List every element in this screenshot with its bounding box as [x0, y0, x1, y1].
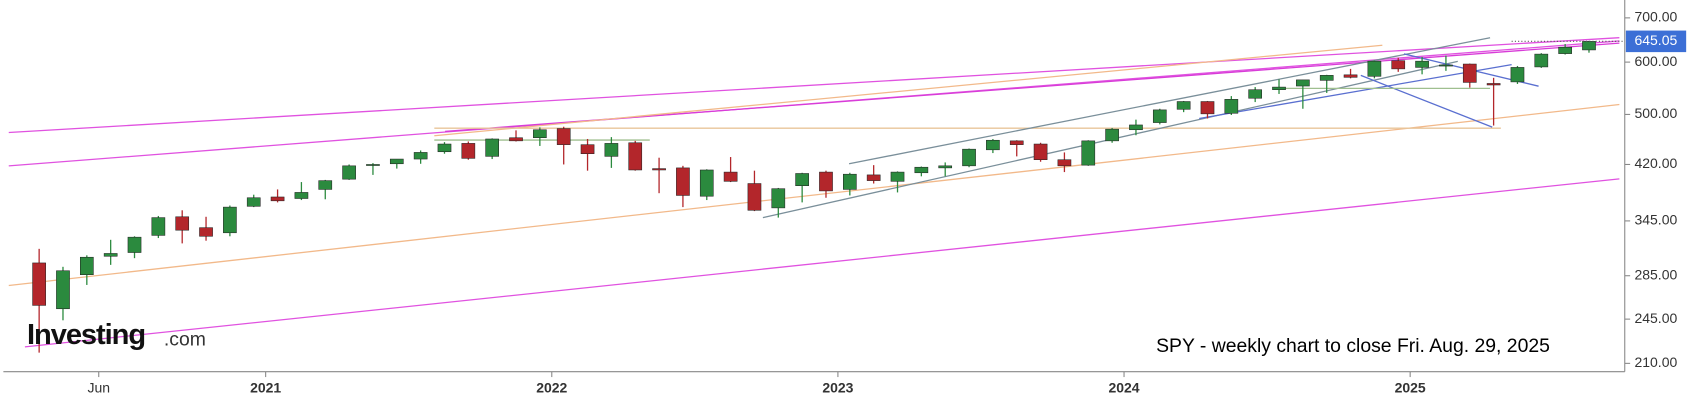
- trendline: [434, 44, 1383, 137]
- candle-body: [1152, 109, 1167, 123]
- candle-body: [437, 143, 452, 153]
- candle-body: [294, 192, 309, 199]
- candle-body: [699, 169, 714, 197]
- y-tick-label: 600.00: [1634, 53, 1677, 69]
- candle-body: [1224, 99, 1239, 114]
- candle-body: [413, 152, 428, 160]
- candle-body: [914, 166, 929, 174]
- y-tick-label: 500.00: [1634, 105, 1677, 121]
- candle-body: [747, 183, 762, 211]
- candle-body: [1105, 128, 1119, 142]
- logo: Investing: [27, 319, 145, 351]
- candle-body: [127, 236, 142, 253]
- candle-body: [556, 128, 571, 145]
- y-tick-label: 285.00: [1634, 266, 1677, 282]
- last-price-box: [1625, 30, 1687, 53]
- trendlines: [8, 37, 1620, 348]
- x-tick-label: 2023: [822, 380, 853, 396]
- x-tick-label: 2024: [1108, 380, 1139, 396]
- candle-body: [1415, 60, 1429, 68]
- candle-body: [533, 129, 547, 139]
- candle-body: [175, 216, 190, 231]
- candle-body: [1272, 86, 1286, 90]
- trendline: [24, 178, 1620, 348]
- candle-body: [604, 143, 619, 157]
- candle-body: [342, 165, 356, 180]
- candle-body: [1176, 101, 1191, 110]
- candle-body: [986, 139, 1000, 151]
- candle-body: [389, 158, 404, 165]
- trendline: [8, 37, 1620, 134]
- candle-body: [652, 168, 666, 171]
- candle-body: [32, 262, 46, 306]
- x-tick-label: 2021: [250, 380, 281, 396]
- candle-body: [79, 256, 94, 275]
- candle-body: [151, 217, 166, 236]
- last-price-label: 645.05: [1634, 32, 1677, 48]
- candle-body: [318, 180, 333, 190]
- candle-body: [223, 206, 237, 234]
- candle-body: [843, 173, 857, 190]
- x-tick-label: 2025: [1395, 380, 1426, 396]
- y-tick-label: 420.00: [1634, 155, 1677, 171]
- candle-body: [1558, 46, 1572, 54]
- candle-body: [1582, 41, 1596, 51]
- candle-body: [795, 173, 809, 186]
- candle-body: [1200, 101, 1215, 115]
- y-tick-label: 210.00: [1634, 354, 1677, 370]
- candle-body: [1296, 79, 1310, 87]
- candle-body: [771, 188, 786, 209]
- candle-body: [270, 196, 285, 202]
- candle-body: [1033, 143, 1048, 160]
- candle-body: [1248, 89, 1263, 99]
- trendline: [1199, 64, 1512, 120]
- x-tick-label: 2022: [536, 380, 567, 396]
- candle-body: [819, 171, 833, 192]
- candle-body: [866, 174, 881, 181]
- candle-body: [1510, 67, 1525, 83]
- candle-body: [628, 142, 643, 171]
- x-tick-label: Jun: [87, 380, 110, 396]
- candle-body: [580, 144, 595, 155]
- background: [3, 0, 1693, 404]
- trendline: [848, 37, 1491, 165]
- candle-body: [1486, 83, 1501, 86]
- candle-body: [1009, 140, 1024, 145]
- candle-body: [676, 167, 690, 196]
- candle-body: [1129, 124, 1143, 131]
- candle-body: [1367, 60, 1382, 77]
- candle-body: [1319, 75, 1334, 81]
- annotation: SPY - weekly chart to close Fri. Aug. 29…: [1156, 335, 1550, 357]
- candle-body: [938, 165, 953, 169]
- candle-body: [1057, 159, 1072, 167]
- logo-suffix: .com: [164, 329, 206, 351]
- candle-body: [485, 138, 499, 157]
- y-tick-label: 700.00: [1634, 9, 1677, 25]
- candle-body: [890, 171, 905, 182]
- candle-body: [1439, 64, 1453, 67]
- candle-body: [962, 148, 976, 167]
- candle-body: [509, 137, 523, 142]
- trendline: [1360, 74, 1493, 128]
- trendline: [445, 42, 1620, 133]
- candle-body: [723, 171, 738, 182]
- candle-body: [366, 164, 380, 166]
- trendline: [8, 103, 1620, 287]
- candle-body: [461, 143, 476, 159]
- candle-body: [56, 270, 70, 310]
- y-tick-label: 245.00: [1634, 310, 1677, 326]
- candle-body: [1081, 140, 1096, 166]
- candle-body: [1462, 63, 1477, 83]
- candles: [32, 40, 1596, 353]
- candle-body: [1391, 60, 1406, 70]
- candle-body: [103, 253, 118, 257]
- y-tick-label: 345.00: [1634, 212, 1677, 228]
- candle-body: [1534, 53, 1549, 68]
- candle-body: [199, 227, 213, 237]
- candle-body: [246, 197, 261, 207]
- candle-body: [1343, 74, 1358, 78]
